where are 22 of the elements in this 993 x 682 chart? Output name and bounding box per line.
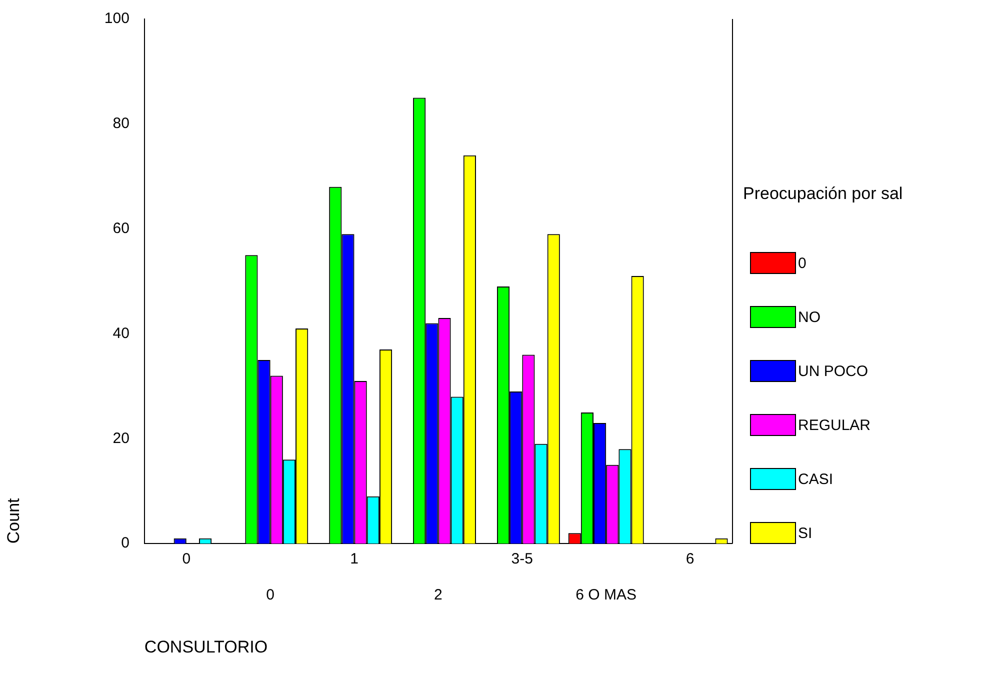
x-tick-label: 6 O MAS: [576, 586, 637, 604]
x-tick-label: 0: [182, 550, 191, 568]
y-tick-label: 80: [112, 115, 130, 132]
x-tick-label: 2: [434, 586, 442, 604]
legend-label: REGULAR: [798, 416, 871, 434]
y-tick-label: 20: [112, 430, 130, 447]
y-tick-label: 40: [112, 324, 130, 342]
legend-label: UN POCO: [798, 362, 868, 380]
y-tick-label: 100: [104, 10, 130, 28]
x-tick-label: 3-5: [511, 550, 533, 568]
legend-label: CASI: [798, 470, 834, 488]
legend-label: SI: [798, 524, 812, 542]
y-axis-title: Count: [4, 498, 23, 544]
y-tick-label: 60: [112, 220, 130, 237]
legend-label: NO: [798, 308, 820, 326]
y-tick-label: 0: [121, 534, 130, 552]
x-tick-label: 0: [266, 586, 275, 604]
x-tick-label: 6: [686, 550, 694, 568]
legend-label: 0: [798, 254, 806, 272]
x-axis-title: CONSULTORIO: [144, 637, 268, 656]
legend-title: Preocupación por sal: [743, 184, 903, 204]
x-tick-label: 1: [350, 550, 358, 568]
